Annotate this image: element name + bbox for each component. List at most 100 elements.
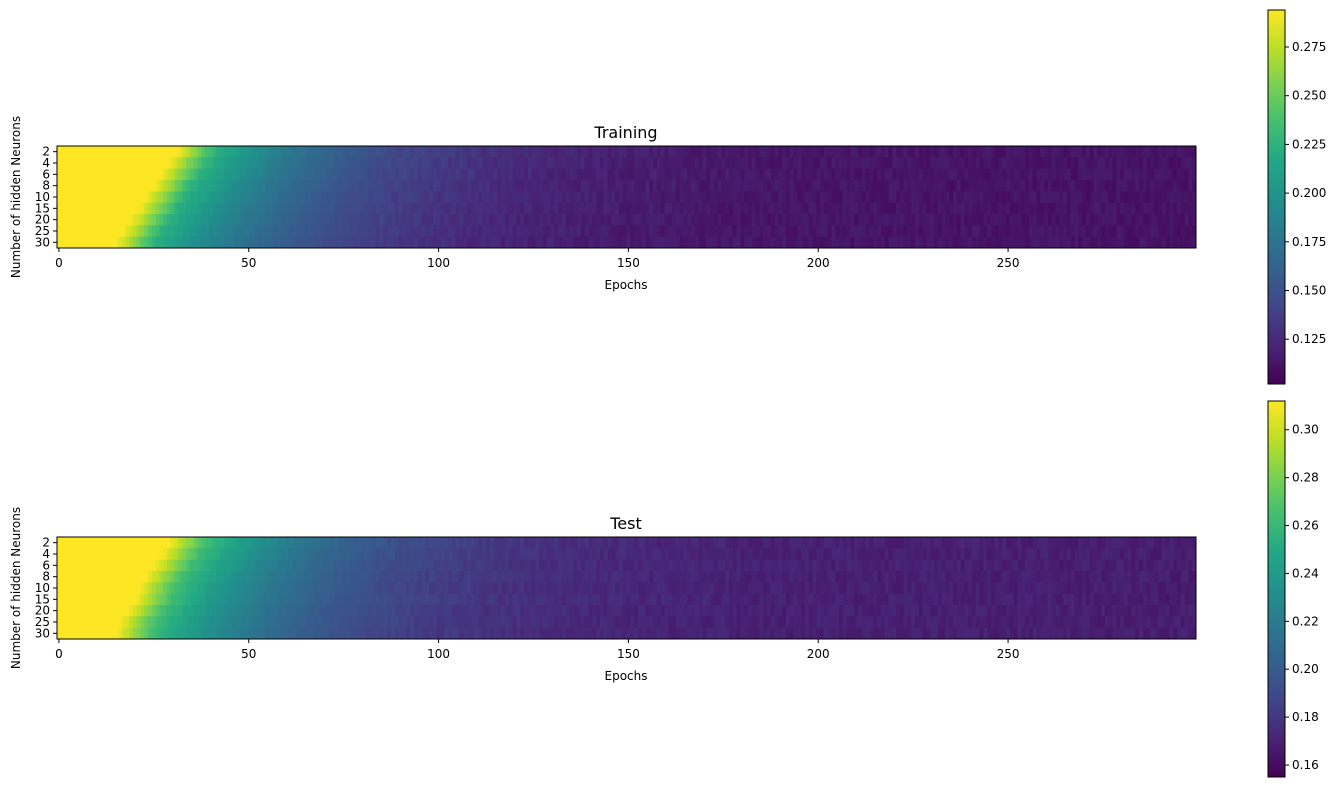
heatmap-cell bbox=[482, 157, 487, 170]
heatmap-cell bbox=[94, 225, 100, 238]
heatmap-cell bbox=[98, 616, 104, 629]
heatmap-cell bbox=[57, 616, 62, 629]
heatmap-cell bbox=[1028, 168, 1034, 181]
heatmap-cell bbox=[186, 616, 191, 629]
heatmap-cell bbox=[330, 616, 335, 629]
heatmap-cell bbox=[170, 582, 176, 595]
heatmap-cell bbox=[1139, 146, 1144, 158]
heatmap-cell bbox=[299, 146, 305, 158]
heatmap-cell bbox=[262, 168, 267, 181]
heatmap-cell bbox=[618, 236, 624, 249]
heatmap-cell bbox=[292, 214, 297, 226]
heatmap-cell bbox=[835, 202, 840, 215]
heatmap-cell bbox=[687, 225, 692, 238]
heatmap-cell bbox=[763, 571, 768, 583]
heatmap-cell bbox=[216, 571, 221, 583]
heatmap-cell bbox=[455, 582, 460, 595]
heatmap-cell bbox=[1006, 168, 1011, 181]
heatmap-cell bbox=[998, 157, 1003, 170]
heatmap-cell bbox=[1028, 180, 1034, 192]
heatmap-cell bbox=[391, 180, 396, 192]
heatmap-cell bbox=[1002, 582, 1007, 595]
heatmap-cell bbox=[797, 559, 802, 572]
heatmap-cell bbox=[425, 559, 430, 572]
heatmap-cell bbox=[372, 605, 377, 617]
heatmap-cell bbox=[1139, 605, 1144, 617]
heatmap-cell bbox=[391, 571, 396, 583]
heatmap-cell bbox=[1070, 582, 1075, 595]
heatmap-cell bbox=[713, 559, 719, 572]
heatmap-cell bbox=[337, 168, 343, 181]
heatmap-cell bbox=[410, 616, 415, 629]
heatmap-cell bbox=[1169, 236, 1174, 249]
heatmap-cell bbox=[474, 202, 479, 215]
heatmap-cell bbox=[1173, 225, 1178, 238]
heatmap-cell bbox=[478, 616, 483, 629]
heatmap-cell bbox=[106, 180, 111, 192]
heatmap-cell bbox=[934, 191, 939, 204]
heatmap-cell bbox=[337, 616, 343, 629]
heatmap-cell bbox=[983, 157, 988, 170]
heatmap-cell bbox=[75, 582, 81, 595]
heatmap-cell bbox=[72, 180, 77, 192]
heatmap-cell bbox=[542, 225, 548, 238]
heatmap-cell bbox=[129, 548, 134, 561]
heatmap-cell bbox=[896, 571, 901, 583]
heatmap-cell bbox=[656, 168, 662, 181]
heatmap-cell bbox=[846, 146, 851, 158]
heatmap-cell bbox=[318, 191, 324, 204]
heatmap-cell bbox=[1139, 571, 1144, 583]
heatmap-cell bbox=[729, 225, 734, 238]
heatmap-cell bbox=[1097, 548, 1102, 561]
heatmap-cell bbox=[759, 548, 764, 561]
heatmap-cell bbox=[299, 571, 305, 583]
heatmap-cell bbox=[831, 559, 836, 572]
heatmap-cell bbox=[159, 593, 164, 606]
heatmap-cell bbox=[1112, 593, 1117, 606]
heatmap-cell bbox=[75, 559, 81, 572]
heatmap-cell bbox=[1089, 605, 1094, 617]
heatmap-cell bbox=[379, 605, 384, 617]
heatmap-cell bbox=[478, 146, 483, 158]
heatmap-cell bbox=[398, 616, 403, 629]
heatmap-cell bbox=[645, 168, 650, 181]
heatmap-cell bbox=[694, 548, 700, 561]
heatmap-cell bbox=[1044, 582, 1049, 595]
heatmap-cell bbox=[269, 605, 274, 617]
heatmap-cell bbox=[607, 225, 612, 238]
heatmap-cell bbox=[281, 214, 286, 226]
heatmap-cell bbox=[163, 548, 168, 561]
heatmap-cell bbox=[497, 146, 502, 158]
heatmap-cell bbox=[766, 559, 772, 572]
heatmap-cell bbox=[167, 146, 172, 158]
heatmap-cell bbox=[299, 548, 305, 561]
heatmap-cell bbox=[140, 605, 145, 617]
heatmap-cell bbox=[1123, 191, 1129, 204]
heatmap-cell bbox=[436, 582, 441, 595]
heatmap-cell bbox=[455, 548, 460, 561]
heatmap-cell bbox=[918, 225, 924, 238]
heatmap-cell bbox=[1112, 146, 1117, 158]
heatmap-cell bbox=[1059, 571, 1064, 583]
heatmap-cell bbox=[782, 157, 787, 170]
heatmap-cell bbox=[717, 214, 722, 226]
heatmap-cell bbox=[1017, 582, 1022, 595]
heatmap-cell bbox=[1085, 548, 1091, 561]
heatmap-cell bbox=[239, 537, 244, 549]
heatmap-cell bbox=[527, 605, 533, 617]
heatmap-cell bbox=[527, 214, 533, 226]
heatmap-cell bbox=[296, 236, 301, 249]
heatmap-cell bbox=[57, 146, 62, 158]
heatmap-cell bbox=[516, 582, 521, 595]
heatmap-cell bbox=[292, 582, 297, 595]
heatmap-cell bbox=[660, 548, 665, 561]
heatmap-cell bbox=[801, 180, 806, 192]
heatmap-cell bbox=[679, 157, 684, 170]
heatmap-cell bbox=[349, 548, 354, 561]
heatmap-cell bbox=[808, 202, 813, 215]
heatmap-cell bbox=[356, 593, 362, 606]
heatmap-cell bbox=[953, 191, 958, 204]
heatmap-cell bbox=[1066, 168, 1072, 181]
heatmap-cell bbox=[281, 559, 286, 572]
